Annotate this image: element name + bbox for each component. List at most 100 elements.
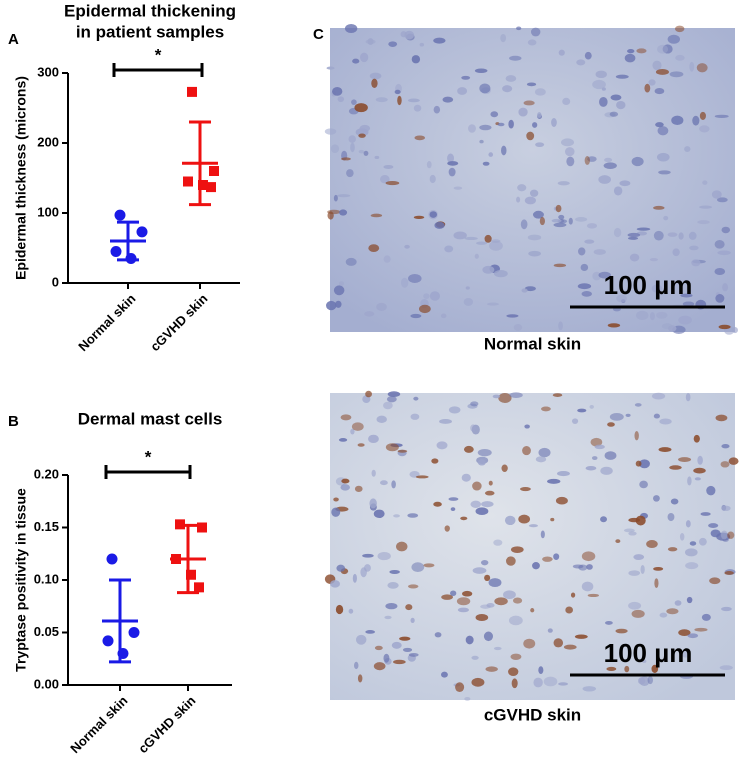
cell — [644, 83, 651, 93]
cell — [483, 631, 493, 642]
cell — [485, 666, 498, 672]
cell — [581, 291, 592, 297]
cell — [714, 239, 725, 249]
cell — [670, 498, 679, 505]
cell — [351, 99, 357, 105]
data-point — [106, 553, 118, 565]
cell — [530, 608, 535, 613]
cell — [627, 236, 639, 240]
cell — [504, 515, 516, 526]
cell — [389, 569, 400, 574]
cell — [653, 495, 660, 502]
cell — [543, 676, 558, 687]
cell — [647, 676, 654, 685]
cell — [486, 302, 499, 306]
cell — [574, 634, 588, 639]
panel-label: B — [8, 413, 19, 430]
cell — [384, 615, 392, 620]
cell — [566, 156, 575, 167]
cell — [522, 446, 531, 456]
data-point — [183, 176, 193, 187]
cell — [699, 205, 713, 209]
cell — [397, 95, 402, 106]
cell — [373, 662, 386, 671]
cell — [460, 516, 468, 521]
cell — [383, 164, 394, 169]
error-bar — [117, 220, 139, 262]
cell — [474, 68, 488, 74]
cell — [542, 556, 553, 562]
data-point — [110, 246, 122, 257]
cell — [377, 551, 391, 561]
cell — [678, 315, 692, 325]
cell — [413, 215, 425, 219]
cell — [341, 157, 351, 161]
cell — [516, 26, 522, 31]
cell — [635, 310, 649, 320]
cell — [609, 412, 624, 421]
cell — [475, 613, 489, 622]
cell — [697, 220, 710, 225]
x-tick-label: cGVHD skin — [147, 291, 210, 354]
data-point — [186, 569, 196, 580]
significance-bracket — [104, 465, 192, 479]
cell — [488, 480, 493, 486]
cell — [671, 115, 684, 126]
cell — [355, 634, 367, 645]
cell — [358, 133, 366, 138]
cell — [590, 437, 603, 447]
chart-title: in patient samples — [76, 22, 224, 41]
cell — [688, 231, 697, 240]
cell — [687, 476, 692, 486]
cell — [376, 415, 387, 423]
cell — [711, 190, 722, 199]
data-point — [128, 627, 140, 638]
cell — [636, 48, 647, 54]
cell — [654, 87, 665, 95]
cell — [442, 96, 454, 103]
cell — [557, 181, 570, 186]
cell — [586, 564, 593, 570]
cell — [715, 414, 728, 422]
cell — [606, 666, 617, 672]
cell — [659, 612, 668, 618]
cell — [693, 467, 706, 474]
cell — [625, 413, 631, 417]
cell — [653, 205, 665, 210]
cell — [571, 418, 579, 424]
cell — [410, 313, 422, 319]
cell — [652, 60, 662, 71]
cell — [553, 222, 567, 228]
cell — [453, 231, 467, 240]
panel-label: A — [8, 31, 19, 48]
cell — [423, 563, 435, 568]
cell — [490, 111, 499, 118]
cell — [471, 655, 479, 660]
cell — [624, 665, 630, 673]
cell — [717, 250, 731, 256]
cell — [488, 578, 502, 588]
cell — [410, 617, 415, 624]
cell — [558, 49, 565, 56]
cell — [694, 477, 701, 481]
cell — [727, 531, 735, 539]
cell — [598, 271, 611, 279]
cell — [628, 601, 642, 610]
error-bar — [109, 578, 131, 664]
cell — [635, 515, 646, 526]
cell — [657, 44, 669, 54]
cell — [480, 559, 489, 566]
cell — [550, 517, 555, 522]
cell — [362, 553, 374, 558]
scale-bar-label: 100 µm — [604, 270, 693, 300]
cell — [634, 431, 639, 441]
cell — [587, 593, 600, 598]
cell — [518, 107, 528, 117]
cell — [532, 122, 538, 128]
cell — [565, 606, 573, 614]
cell — [439, 418, 452, 424]
y-axis-label: Tryptase positivity in tissue — [13, 488, 29, 672]
cell — [387, 391, 401, 397]
cell — [431, 458, 439, 464]
cell — [653, 413, 660, 419]
